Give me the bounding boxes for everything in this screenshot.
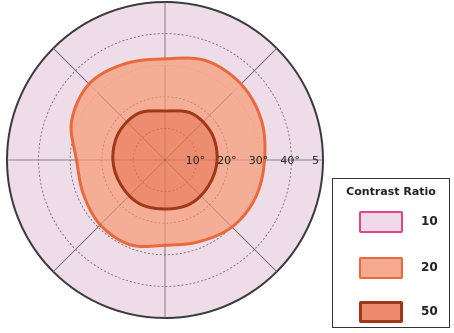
spoke-overlay [97, 92, 166, 161]
radial-tick-label: 5 [312, 154, 319, 167]
legend-item-20: 20 [359, 257, 449, 281]
legend-swatch-10 [359, 211, 403, 233]
legend-item-10: 10 [359, 211, 449, 235]
series-50-contour [111, 109, 219, 211]
grid-ring-overlay [133, 128, 197, 192]
legend: Contrast Ratio 10 20 50 [332, 178, 450, 328]
legend-swatch-20 [359, 257, 403, 279]
radial-tick-label: 40° [280, 154, 300, 167]
radial-tick-label: 30° [249, 154, 268, 167]
legend-swatch-50 [359, 301, 403, 323]
legend-label-10: 10 [421, 214, 438, 228]
legend-label-50: 50 [421, 304, 438, 318]
radial-tick-label: 10° [186, 154, 206, 167]
radial-tick-label: 20° [217, 154, 237, 167]
grid-ring [38, 33, 292, 287]
spoke-overlay [97, 159, 166, 228]
spoke-overlay [164, 159, 233, 228]
legend-item-50: 50 [359, 301, 449, 325]
legend-label-20: 20 [421, 260, 438, 274]
spoke-overlay [164, 92, 233, 161]
legend-title: Contrast Ratio [346, 185, 436, 198]
grid-ring-overlay [101, 96, 229, 224]
